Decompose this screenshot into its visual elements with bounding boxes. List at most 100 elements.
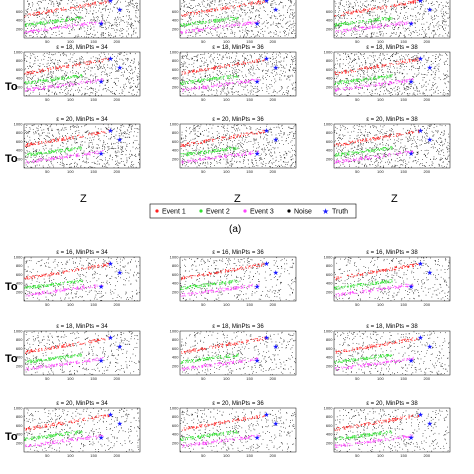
noise-point: [224, 73, 226, 75]
noise-point: [131, 26, 133, 28]
event2-point: [65, 20, 67, 22]
noise-point: [235, 21, 236, 23]
noise-point: [84, 73, 86, 75]
noise-point: [83, 6, 85, 8]
noise-point: [62, 92, 64, 93]
noise-point: [269, 57, 271, 59]
noise-point: [95, 7, 96, 8]
noise-point: [242, 55, 244, 57]
noise-point: [196, 5, 198, 6]
event1-point: [75, 65, 77, 67]
noise-point: [107, 79, 108, 81]
event2-point: [339, 23, 341, 25]
event1-point: [361, 11, 363, 13]
noise-point: [273, 76, 274, 77]
noise-point: [445, 12, 446, 13]
noise-point: [400, 32, 401, 33]
event3-point: [80, 24, 82, 26]
noise-point: [29, 35, 30, 37]
noise-point: [75, 84, 77, 86]
event3-point: [63, 27, 65, 28]
noise-point: [91, 19, 92, 21]
noise-point: [248, 16, 250, 18]
noise-point: [443, 11, 444, 13]
event1-point: [335, 15, 336, 17]
noise-point: [182, 80, 183, 81]
noise-point: [106, 5, 108, 6]
event2-point: [37, 81, 38, 83]
event1-point: [88, 4, 90, 6]
noise-point: [270, 32, 272, 33]
noise-point: [37, 14, 39, 16]
event2-point: [348, 24, 350, 26]
noise-point: [335, 11, 336, 13]
noise-point: [101, 14, 103, 16]
noise-point: [77, 72, 79, 74]
noise-point: [132, 80, 134, 82]
noise-point: [41, 71, 43, 73]
noise-point: [27, 12, 28, 13]
noise-point: [55, 0, 57, 2]
noise-point: [26, 0, 28, 2]
noise-point: [193, 56, 195, 57]
noise-point: [55, 84, 56, 85]
noise-point: [77, 21, 79, 23]
noise-point: [445, 27, 446, 29]
noise-point: [281, 25, 283, 27]
noise-point: [116, 7, 118, 9]
noise-point: [93, 10, 95, 12]
noise-point: [101, 9, 103, 10]
noise-point: [275, 23, 277, 24]
noise-point: [189, 7, 191, 8]
noise-point: [280, 70, 282, 72]
event2-point: [200, 21, 202, 23]
event1-point: [29, 13, 31, 15]
noise-point: [392, 25, 394, 26]
noise-point: [448, 31, 449, 33]
noise-point: [275, 91, 276, 92]
event1-point: [201, 10, 203, 12]
noise-point: [25, 54, 27, 56]
noise-point: [133, 61, 135, 63]
event1-point: [385, 7, 387, 9]
noise-point: [419, 13, 421, 15]
noise-point: [66, 16, 67, 18]
noise-point: [82, 26, 84, 27]
noise-point: [289, 79, 291, 81]
noise-point: [48, 77, 49, 79]
event3-point: [375, 27, 377, 28]
noise-point: [373, 18, 375, 20]
noise-point: [105, 69, 106, 71]
noise-point: [419, 29, 420, 31]
noise-point: [49, 86, 51, 87]
noise-point: [64, 62, 66, 64]
noise-point: [94, 35, 96, 36]
noise-point: [431, 9, 432, 10]
event2-point: [187, 24, 188, 26]
noise-point: [216, 94, 218, 96]
event2-point: [80, 16, 82, 18]
event2-point: [200, 23, 202, 25]
noise-point: [49, 17, 51, 18]
event3-point: [90, 81, 92, 83]
noise-point: [237, 91, 239, 93]
noise-point: [119, 13, 121, 15]
noise-point: [355, 11, 357, 13]
noise-point: [117, 16, 119, 18]
noise-point: [373, 23, 375, 24]
event1-point: [73, 63, 75, 65]
noise-point: [199, 35, 201, 36]
event2-point: [180, 24, 182, 26]
event2-point: [187, 22, 189, 24]
noise-point: [421, 23, 423, 25]
event1-point: [42, 71, 44, 72]
noise-point: [245, 80, 247, 82]
noise-point: [240, 16, 242, 17]
noise-point: [285, 92, 287, 94]
noise-point: [65, 83, 66, 85]
noise-point: [109, 33, 111, 35]
noise-point: [289, 25, 291, 26]
noise-point: [418, 18, 420, 20]
noise-point: [228, 83, 230, 85]
noise-point: [232, 1, 234, 3]
